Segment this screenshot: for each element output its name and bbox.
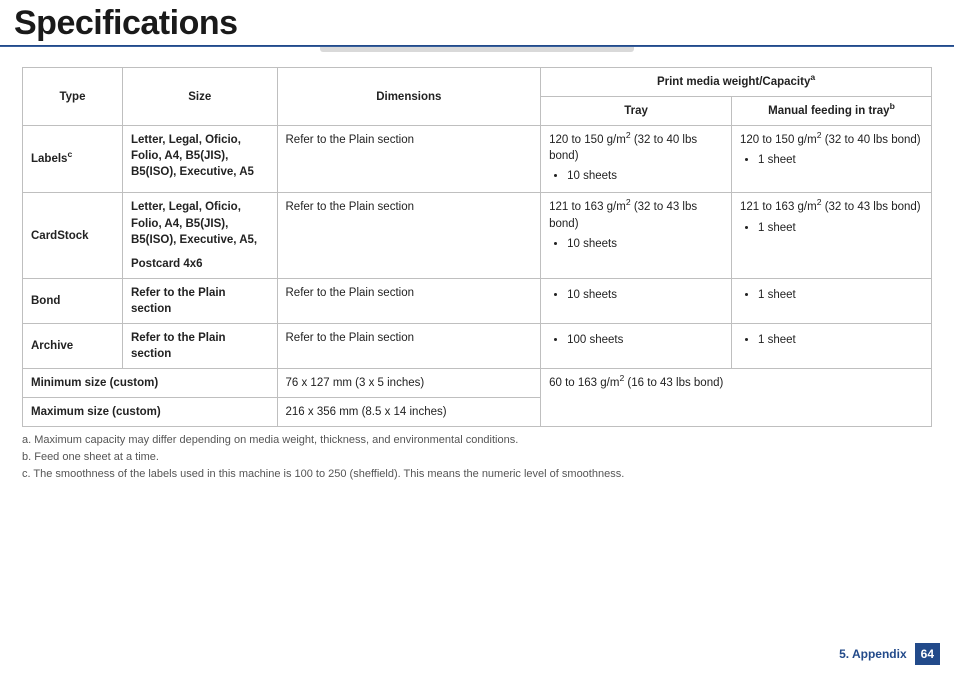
cardstock-size1: Letter, Legal, Oficio, Folio, A4, B5(JIS…	[131, 199, 269, 247]
cell-dimensions: Refer to the Plain section	[277, 126, 541, 193]
cell-dimensions: Refer to the Plain section	[277, 193, 541, 278]
cardstock-tray-sheet: 10 sheets	[567, 236, 723, 252]
minmax-cap-line: 60 to 163 g/m	[549, 377, 619, 389]
cell-dimensions: Refer to the Plain section	[277, 278, 541, 323]
cell-tray: 10 sheets	[541, 278, 732, 323]
labels-manual-line2: (32 to 40 lbs bond)	[822, 134, 921, 146]
table-row: Archive Refer to the Plain section Refer…	[23, 324, 932, 369]
page-footer: 5. Appendix 64	[839, 643, 940, 665]
footnote-c: c. The smoothness of the labels used in …	[22, 467, 932, 483]
cell-max-label: Maximum size (custom)	[23, 398, 278, 427]
footnotes: a. Maximum capacity may differ depending…	[22, 433, 932, 483]
cell-min-dim: 76 x 127 mm (3 x 5 inches)	[277, 369, 541, 398]
cell-minmax-capacity: 60 to 163 g/m2 (16 to 43 lbs bond)	[541, 369, 932, 427]
th-tray: Tray	[541, 97, 732, 126]
th-manual-label: Manual feeding in tray	[768, 105, 889, 117]
th-capacity-sup: a	[810, 72, 815, 82]
cell-type: CardStock	[23, 193, 123, 278]
table-header-row-1: Type Size Dimensions Print media weight/…	[23, 68, 932, 97]
cardstock-size2: Postcard 4x6	[131, 256, 269, 272]
labels-manual-list: 1 sheet	[740, 152, 923, 168]
cardstock-tray-list: 10 sheets	[549, 236, 723, 252]
table-row: Labelsc Letter, Legal, Oficio, Folio, A4…	[23, 126, 932, 193]
title-underline	[0, 45, 954, 47]
cell-manual: 1 sheet	[731, 278, 931, 323]
cell-size: Letter, Legal, Oficio, Folio, A4, B5(JIS…	[122, 193, 277, 278]
labels-tray-line: 120 to 150 g/m	[549, 134, 626, 146]
cardstock-manual-line: 121 to 163 g/m	[740, 201, 817, 213]
footnote-a: a. Maximum capacity may differ depending…	[22, 433, 932, 449]
footer-page-number: 64	[915, 643, 940, 665]
spec-table-wrapper: Type Size Dimensions Print media weight/…	[22, 67, 932, 427]
minmax-cap-line2: (16 to 43 lbs bond)	[624, 377, 723, 389]
footer-section: 5. Appendix	[839, 647, 907, 661]
archive-tray-list: 100 sheets	[549, 332, 723, 348]
bond-manual-sheet: 1 sheet	[758, 287, 923, 303]
cell-manual: 120 to 150 g/m2 (32 to 40 lbs bond) 1 sh…	[731, 126, 931, 193]
page-title: Specifications	[14, 4, 954, 43]
cell-min-label: Minimum size (custom)	[23, 369, 278, 398]
th-size: Size	[122, 68, 277, 126]
labels-tray-sheet: 10 sheets	[567, 168, 723, 184]
archive-manual-list: 1 sheet	[740, 332, 923, 348]
cell-max-dim: 216 x 356 mm (8.5 x 14 inches)	[277, 398, 541, 427]
archive-manual-sheet: 1 sheet	[758, 332, 923, 348]
footnote-b: b. Feed one sheet at a time.	[22, 450, 932, 466]
cell-tray: 121 to 163 g/m2 (32 to 43 lbs bond) 10 s…	[541, 193, 732, 278]
th-type: Type	[23, 68, 123, 126]
labels-type-sup: c	[67, 149, 72, 159]
cell-type: Labelsc	[23, 126, 123, 193]
th-capacity-label: Print media weight/Capacity	[657, 76, 810, 88]
cell-size: Refer to the Plain section	[122, 278, 277, 323]
cardstock-manual-list: 1 sheet	[740, 220, 923, 236]
th-capacity-group: Print media weight/Capacitya	[541, 68, 932, 97]
table-row: Bond Refer to the Plain section Refer to…	[23, 278, 932, 323]
cell-size: Refer to the Plain section	[122, 324, 277, 369]
bond-tray-list: 10 sheets	[549, 287, 723, 303]
th-manual: Manual feeding in trayb	[731, 97, 931, 126]
bond-manual-list: 1 sheet	[740, 287, 923, 303]
cardstock-tray-line: 121 to 163 g/m	[549, 201, 626, 213]
table-row: CardStock Letter, Legal, Oficio, Folio, …	[23, 193, 932, 278]
labels-type-text: Labels	[31, 153, 67, 165]
cell-manual: 1 sheet	[731, 324, 931, 369]
bond-tray-sheet: 10 sheets	[567, 287, 723, 303]
labels-tray-list: 10 sheets	[549, 168, 723, 184]
cell-manual: 121 to 163 g/m2 (32 to 43 lbs bond) 1 sh…	[731, 193, 931, 278]
cell-tray: 100 sheets	[541, 324, 732, 369]
th-manual-sup: b	[890, 101, 895, 111]
cell-dimensions: Refer to the Plain section	[277, 324, 541, 369]
cell-type: Archive	[23, 324, 123, 369]
th-dimensions: Dimensions	[277, 68, 541, 126]
spec-table: Type Size Dimensions Print media weight/…	[22, 67, 932, 427]
labels-manual-sheet: 1 sheet	[758, 152, 923, 168]
table-row: Minimum size (custom) 76 x 127 mm (3 x 5…	[23, 369, 932, 398]
cell-size: Letter, Legal, Oficio, Folio, A4, B5(JIS…	[122, 126, 277, 193]
archive-tray-sheet: 100 sheets	[567, 332, 723, 348]
cardstock-manual-sheet: 1 sheet	[758, 220, 923, 236]
cardstock-manual-line2: (32 to 43 lbs bond)	[822, 201, 921, 213]
cell-tray: 120 to 150 g/m2 (32 to 40 lbs bond) 10 s…	[541, 126, 732, 193]
cell-type: Bond	[23, 278, 123, 323]
labels-manual-line: 120 to 150 g/m	[740, 134, 817, 146]
